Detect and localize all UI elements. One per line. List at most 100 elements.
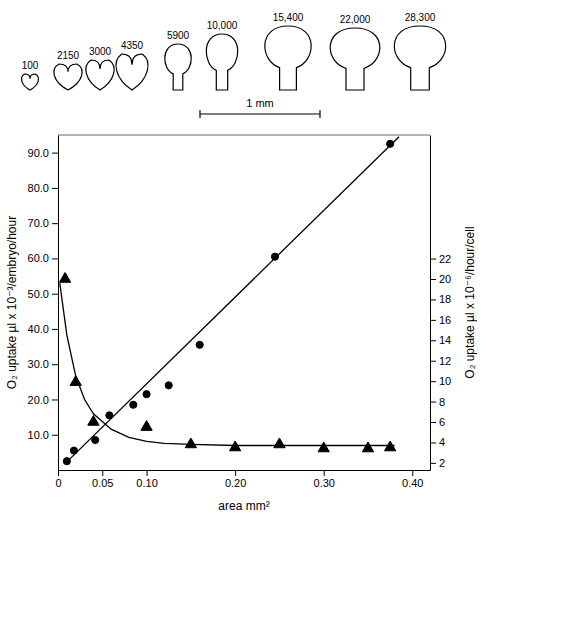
data-point (130, 401, 137, 408)
cell-count-label: 3000 (89, 46, 112, 57)
embryo-outline (22, 74, 39, 90)
tick-label: 16 (439, 314, 451, 326)
tick: 12 (430, 355, 451, 367)
tick: 6 (430, 416, 445, 428)
plot-area (59, 137, 399, 465)
tick-label: 6 (439, 416, 445, 428)
tick-label: 0 (55, 477, 61, 489)
cell-count-label: 15,400 (273, 12, 304, 23)
data-point (387, 140, 394, 147)
tick-label: 40.0 (28, 323, 49, 335)
tick-label: 2 (439, 457, 445, 469)
tick: 0.05 (92, 470, 113, 489)
tick-mark (52, 153, 58, 154)
tick: 0.40 (402, 470, 423, 489)
tick: 2 (430, 457, 445, 469)
data-point (318, 442, 329, 452)
tick-mark (430, 259, 436, 260)
scale-bar-end (319, 110, 320, 118)
tick-label: 0.20 (225, 477, 246, 489)
tick: 0.30 (314, 470, 335, 489)
chart: 100215030004350590010,00015,40022,00028,… (0, 0, 584, 626)
data-point (141, 421, 152, 431)
embryo-outline (330, 28, 380, 90)
embryo-outline (265, 26, 311, 90)
embryo-outline (116, 54, 148, 90)
data-point (63, 458, 70, 465)
series-line (67, 137, 399, 462)
embryo-outline (54, 64, 82, 90)
tick-label: 20 (439, 273, 451, 285)
tick: 18 (430, 293, 451, 305)
tick-label: 80.0 (28, 182, 49, 194)
tick-mark (52, 435, 58, 436)
tick-label: 18 (439, 293, 451, 305)
tick: 10 (430, 375, 451, 387)
tick-label: 0.40 (402, 477, 423, 489)
cell-count-label: 2150 (57, 50, 80, 61)
tick: 22 (430, 253, 451, 265)
tick-mark (52, 258, 58, 259)
tick-label: 10 (439, 375, 451, 387)
axis-line (430, 136, 431, 471)
tick-mark (235, 470, 236, 476)
tick: 10.0 (28, 429, 58, 441)
tick: 8 (430, 396, 445, 408)
tick-mark (430, 463, 436, 464)
y2-axis-title: O₂ uptake µl x 10⁻⁶/hour/cell (463, 226, 477, 378)
tick-label: 14 (439, 334, 451, 346)
tick-mark (52, 294, 58, 295)
tick-label: 90.0 (28, 147, 49, 159)
tick-mark (102, 470, 103, 476)
data-point (59, 273, 70, 283)
tick-mark (52, 329, 58, 330)
tick-label: 30.0 (28, 358, 49, 370)
tick-mark (430, 320, 436, 321)
data-point (362, 442, 373, 452)
embryo-illustrations: 100215030004350590010,00015,40022,00028,… (22, 12, 446, 118)
tick: 90.0 (28, 147, 58, 159)
tick-mark (52, 223, 58, 224)
cell-count-label: 4350 (121, 40, 144, 51)
embryo-outline (165, 44, 191, 90)
cell-count-label: 22,000 (340, 14, 371, 25)
data-point (274, 438, 285, 448)
data-point (70, 447, 77, 454)
tick-label: 12 (439, 355, 451, 367)
tick-mark (147, 470, 148, 476)
tick-mark (430, 402, 436, 403)
embryo-outline (86, 60, 114, 90)
tick: 70.0 (28, 217, 58, 229)
data-point (143, 391, 150, 398)
y2-axis: 246810121416182022 (430, 136, 451, 471)
tick-label: 0.30 (314, 477, 335, 489)
tick-label: 0.05 (92, 477, 113, 489)
data-point (196, 341, 203, 348)
axis-line (58, 136, 59, 471)
tick-label: 70.0 (28, 217, 49, 229)
data-point (185, 438, 196, 448)
tick: 30.0 (28, 358, 58, 370)
data-point (165, 382, 172, 389)
x-axis: 00.050.100.200.300.40 (55, 470, 430, 489)
tick: 20.0 (28, 393, 58, 405)
tick-mark (58, 470, 59, 476)
tick: 20 (430, 273, 451, 285)
tick-mark (430, 422, 436, 423)
tick: 0.20 (225, 470, 246, 489)
plot-frame (58, 135, 430, 136)
data-point (92, 436, 99, 443)
tick-mark (430, 279, 436, 280)
tick-label: 10.0 (28, 429, 49, 441)
tick-mark (52, 364, 58, 365)
tick-label: 50.0 (28, 288, 49, 300)
tick-mark (430, 381, 436, 382)
tick-label: 60.0 (28, 252, 49, 264)
embryo-outline (206, 34, 237, 90)
tick-label: 8 (439, 396, 445, 408)
tick-mark (52, 188, 58, 189)
tick: 14 (430, 334, 451, 346)
cell-count-label: 10,000 (207, 20, 238, 31)
tick-label: 20.0 (28, 393, 49, 405)
tick-mark (430, 340, 436, 341)
